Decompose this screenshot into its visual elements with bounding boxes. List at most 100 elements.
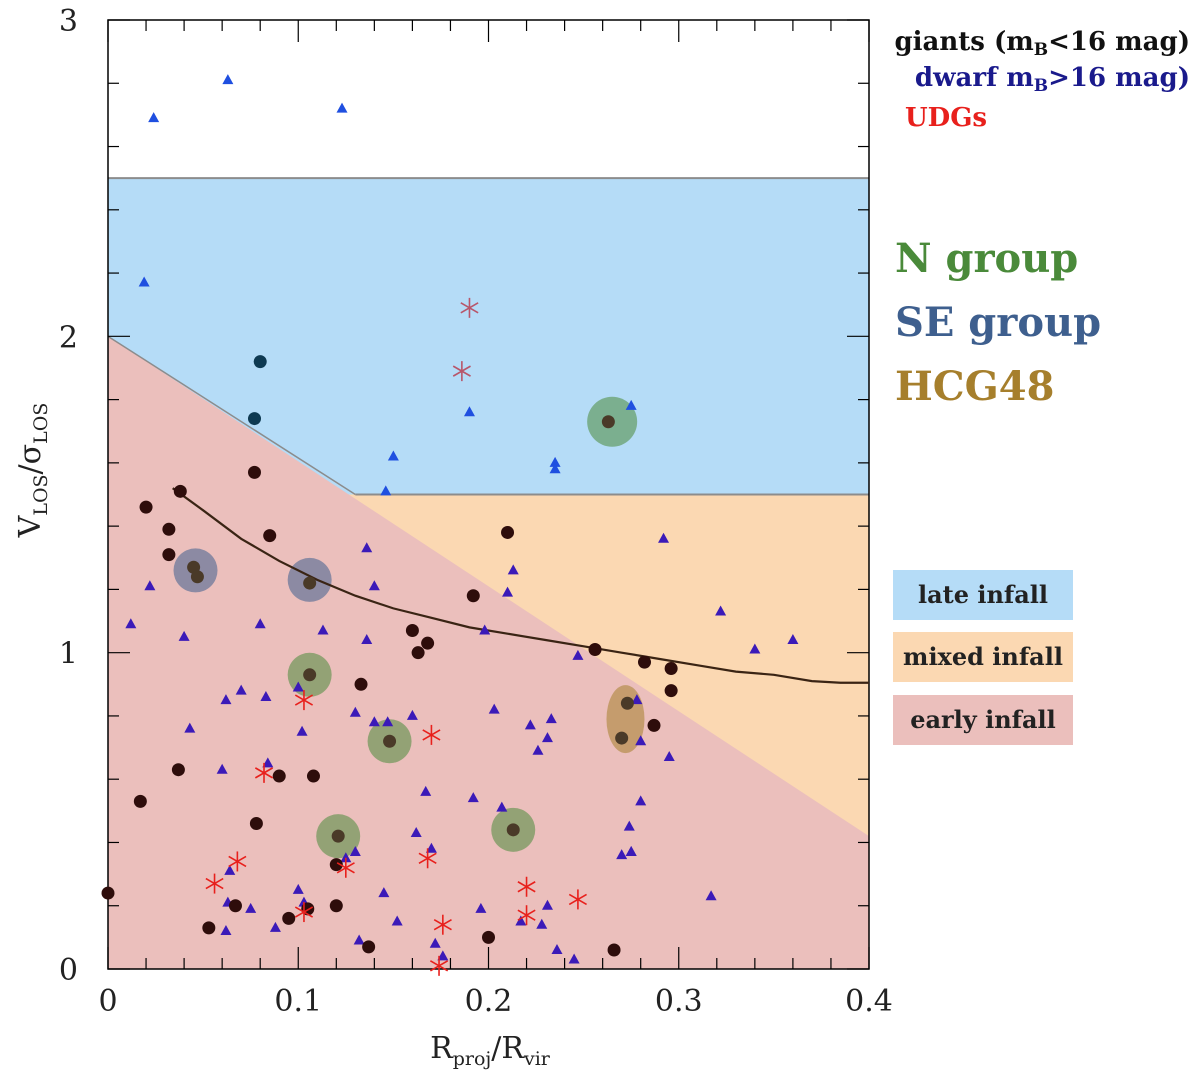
dwarf-point — [340, 852, 352, 863]
udg-point — [517, 876, 536, 897]
giant-point — [247, 465, 261, 479]
giant-point — [620, 696, 634, 710]
udg-stroke — [460, 302, 479, 314]
udg-stroke — [568, 893, 587, 906]
giant-point — [588, 643, 602, 657]
giant-point — [411, 646, 425, 660]
udg-stroke — [517, 909, 536, 921]
udg-point — [452, 361, 471, 382]
dwarf-point — [220, 925, 232, 936]
giant-point — [664, 661, 678, 675]
region-key-mixed-swatch — [893, 632, 1073, 682]
dwarf-point — [496, 801, 508, 812]
giant-point — [331, 829, 345, 843]
dwarf-point — [368, 580, 380, 591]
giant-point — [506, 823, 520, 837]
udg-point — [228, 851, 247, 872]
y-axis-title: VLOS/σLOS — [13, 403, 52, 539]
udg-point — [418, 848, 437, 869]
udg-stroke — [254, 767, 274, 779]
dwarf-point — [245, 902, 257, 913]
region-key-late-label: late infall — [918, 580, 1048, 609]
udg-point — [422, 724, 441, 745]
y-tick-label: 0 — [59, 953, 78, 988]
dwarf-point — [148, 112, 160, 123]
dwarf-point — [507, 564, 519, 575]
udg-point — [460, 297, 479, 318]
region-early-infall — [108, 336, 869, 969]
dwarf-point — [368, 716, 380, 727]
escape-velocity-curve — [172, 487, 869, 684]
dwarf-point — [631, 694, 643, 705]
giant-point — [329, 858, 343, 872]
dwarf-point — [220, 694, 232, 705]
giant-point — [162, 522, 176, 536]
giant-point — [272, 769, 286, 783]
giant-point — [303, 576, 317, 590]
giant-point — [383, 734, 397, 748]
udg-point — [254, 762, 274, 783]
dwarf-point — [663, 751, 675, 762]
axis-ticks: 0 0.1 0.2 0.3 0.4 0 1 2 3 — [59, 4, 893, 1019]
udg-point — [294, 902, 314, 923]
dwarf-point — [568, 953, 580, 964]
udg-stroke — [205, 877, 224, 890]
dwarf-point — [353, 934, 365, 945]
udg-stroke — [294, 906, 314, 918]
giant-point — [133, 794, 147, 808]
udg-stroke — [336, 862, 355, 874]
giant-point — [139, 500, 153, 514]
x-tick-label: 0 — [98, 984, 117, 1019]
x-tick-label: 0.1 — [274, 984, 322, 1019]
giant-point — [303, 668, 317, 682]
dwarf-point — [262, 757, 274, 768]
udg-point — [336, 857, 355, 878]
dwarf-point — [625, 845, 637, 856]
dwarf-point — [705, 890, 717, 901]
udg-stroke — [433, 919, 452, 931]
y-tick-label: 3 — [59, 4, 78, 39]
dwarf-point — [254, 618, 266, 629]
giant-point — [173, 484, 187, 498]
dwarf-point — [391, 915, 403, 926]
udg-point — [517, 905, 536, 926]
x-tick-label: 0.4 — [845, 984, 893, 1019]
dwarf-point — [138, 276, 150, 287]
giant-point — [466, 589, 480, 603]
dwarf-point — [349, 706, 361, 717]
dwarf-point — [635, 735, 647, 746]
dwarf-point — [361, 634, 373, 645]
dwarf-point — [387, 450, 399, 461]
dwarf-point — [536, 918, 548, 929]
dwarf-point — [541, 732, 553, 743]
dwarf-point — [235, 684, 247, 695]
dwarf-point — [545, 713, 557, 724]
dwarf-point — [420, 785, 432, 796]
dwarf-point — [144, 580, 156, 591]
escape-curve — [172, 487, 869, 684]
legend-entry-udgs: UDGs — [905, 103, 987, 133]
dwarf-point — [378, 887, 390, 898]
udg-point — [433, 914, 452, 935]
dwarf-point — [549, 463, 561, 474]
dwarf-point — [475, 902, 487, 913]
dwarf-point — [125, 618, 137, 629]
dwarf-point — [178, 630, 190, 641]
giant-point — [362, 940, 376, 954]
dwarf-point — [224, 864, 236, 875]
giant-point — [615, 731, 629, 745]
region-key-early-label: early infall — [910, 705, 1056, 734]
udg-point — [205, 873, 224, 894]
region-key-early-swatch — [893, 695, 1073, 745]
dwarf-point — [361, 542, 373, 553]
x-tick-label: 0.2 — [465, 984, 513, 1019]
dwarf-point — [524, 719, 536, 730]
giant-point — [664, 684, 678, 698]
group-labels: N group SE group HCG48 — [895, 235, 1101, 410]
dwarf-point — [787, 634, 799, 645]
giant-point — [405, 624, 419, 638]
x-tick-label: 0.3 — [655, 984, 703, 1019]
dwarf-point — [296, 725, 308, 736]
dwarf-point — [382, 716, 394, 727]
